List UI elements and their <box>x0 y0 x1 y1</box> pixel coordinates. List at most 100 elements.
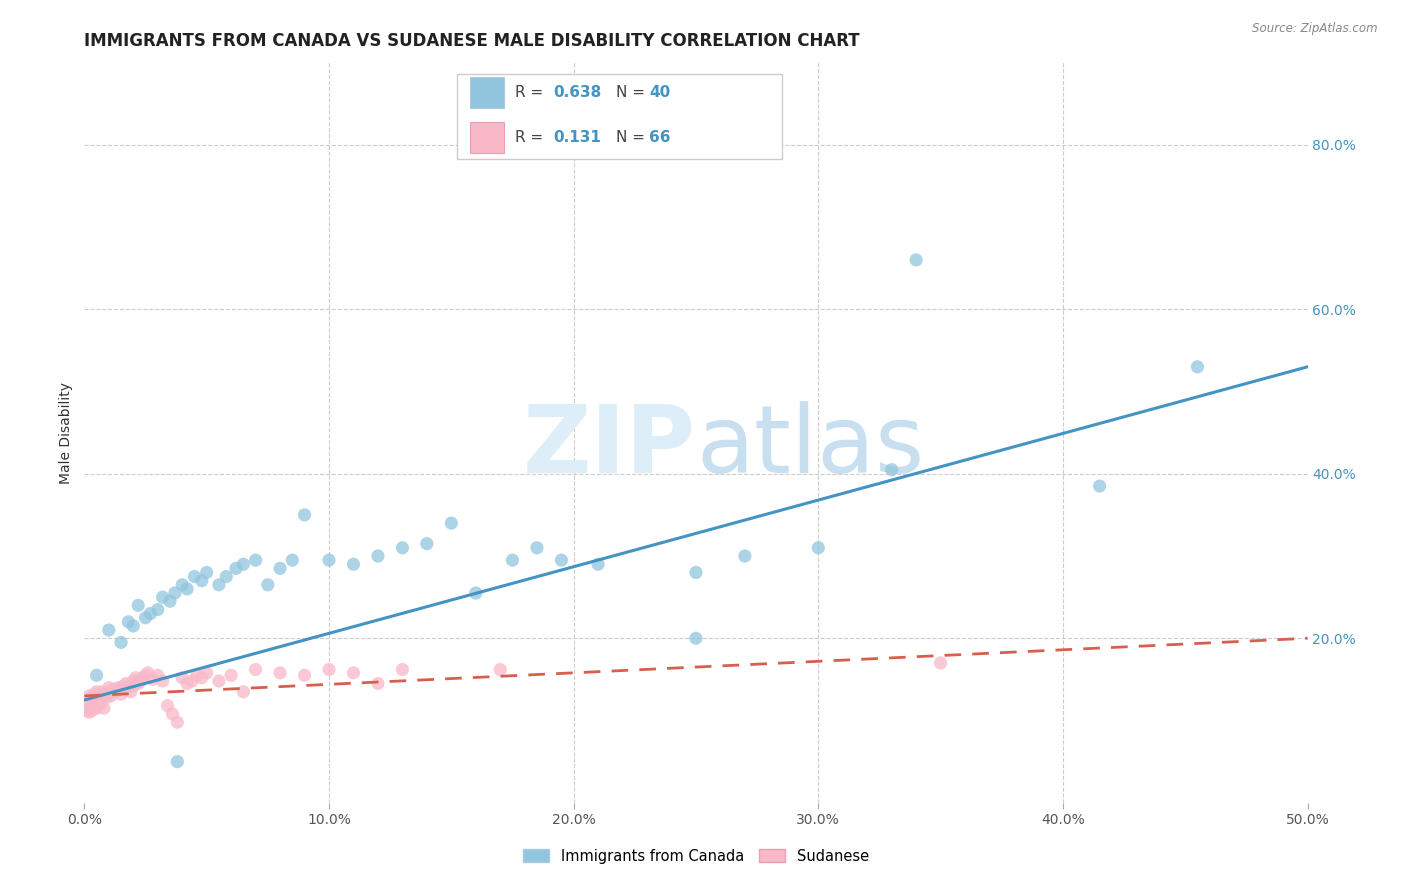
Point <box>83 687 105 701</box>
Point <box>97 685 120 699</box>
Point <box>90 695 112 709</box>
Point <box>685 632 707 646</box>
Point <box>685 566 707 580</box>
Point <box>1088 479 1111 493</box>
Text: 0.131: 0.131 <box>553 129 600 145</box>
Point <box>80 698 103 713</box>
Point <box>132 671 155 685</box>
Point <box>77 689 100 703</box>
Point <box>76 704 98 718</box>
Point <box>156 698 179 713</box>
Point <box>163 586 186 600</box>
FancyBboxPatch shape <box>470 78 503 108</box>
Point <box>87 689 110 703</box>
Point <box>86 693 108 707</box>
Text: R =: R = <box>515 86 548 100</box>
Point <box>391 663 413 677</box>
Point <box>80 690 103 705</box>
Point <box>112 679 135 693</box>
Point <box>181 674 204 689</box>
Point <box>550 553 572 567</box>
Point <box>110 635 132 649</box>
Point <box>1187 359 1209 374</box>
Point <box>294 508 316 522</box>
Point <box>183 569 205 583</box>
Point <box>208 578 231 592</box>
Point <box>342 558 364 572</box>
Point <box>127 599 149 613</box>
Point <box>107 681 129 695</box>
Point <box>281 553 304 567</box>
Point <box>135 668 157 682</box>
Point <box>136 665 159 680</box>
Point <box>86 701 108 715</box>
Point <box>318 663 340 677</box>
Point <box>125 671 148 685</box>
Point <box>103 682 125 697</box>
Point <box>215 569 238 583</box>
Point <box>115 676 138 690</box>
Point <box>77 701 100 715</box>
Point <box>489 663 512 677</box>
Point <box>122 619 145 633</box>
Point <box>100 689 122 703</box>
Text: N =: N = <box>616 86 651 100</box>
Point <box>391 541 413 555</box>
Point <box>186 668 208 682</box>
Point <box>87 698 110 713</box>
Point <box>208 674 231 689</box>
Point <box>122 679 145 693</box>
Point <box>146 668 169 682</box>
Point <box>464 586 486 600</box>
Point <box>117 681 139 695</box>
Point <box>191 671 214 685</box>
Point <box>87 690 110 705</box>
Point <box>142 673 165 687</box>
Text: 66: 66 <box>650 129 671 145</box>
Text: R =: R = <box>515 129 553 145</box>
Text: 40: 40 <box>650 86 671 100</box>
Point <box>225 561 247 575</box>
Point <box>318 553 340 567</box>
Point <box>176 676 198 690</box>
Point <box>93 689 115 703</box>
Text: 0.638: 0.638 <box>553 86 602 100</box>
Point <box>83 697 105 711</box>
Point <box>90 685 112 699</box>
Point <box>80 704 103 718</box>
Point <box>195 665 218 680</box>
Point <box>526 541 548 555</box>
Point <box>294 668 316 682</box>
Point <box>245 553 267 567</box>
Point <box>120 685 142 699</box>
Point <box>232 685 254 699</box>
Point <box>162 706 184 721</box>
Point <box>172 578 194 592</box>
Point <box>502 553 524 567</box>
FancyBboxPatch shape <box>457 73 782 159</box>
Point <box>129 674 152 689</box>
Point <box>880 462 903 476</box>
Point <box>245 663 267 677</box>
Point <box>110 687 132 701</box>
Point <box>127 676 149 690</box>
Point <box>586 558 609 572</box>
Point <box>734 549 756 563</box>
Point <box>342 665 364 680</box>
Point <box>105 685 128 699</box>
Point <box>139 607 162 621</box>
Point <box>159 594 181 608</box>
Point <box>93 687 115 701</box>
Point <box>166 755 188 769</box>
Point <box>97 681 120 695</box>
Point <box>110 682 132 697</box>
Point <box>93 701 115 715</box>
Point <box>166 715 188 730</box>
Point <box>176 582 198 596</box>
FancyBboxPatch shape <box>470 121 503 153</box>
Point <box>152 590 174 604</box>
Point <box>219 668 242 682</box>
Legend: Immigrants from Canada, Sudanese: Immigrants from Canada, Sudanese <box>517 843 875 870</box>
Point <box>97 623 120 637</box>
Point <box>269 665 291 680</box>
